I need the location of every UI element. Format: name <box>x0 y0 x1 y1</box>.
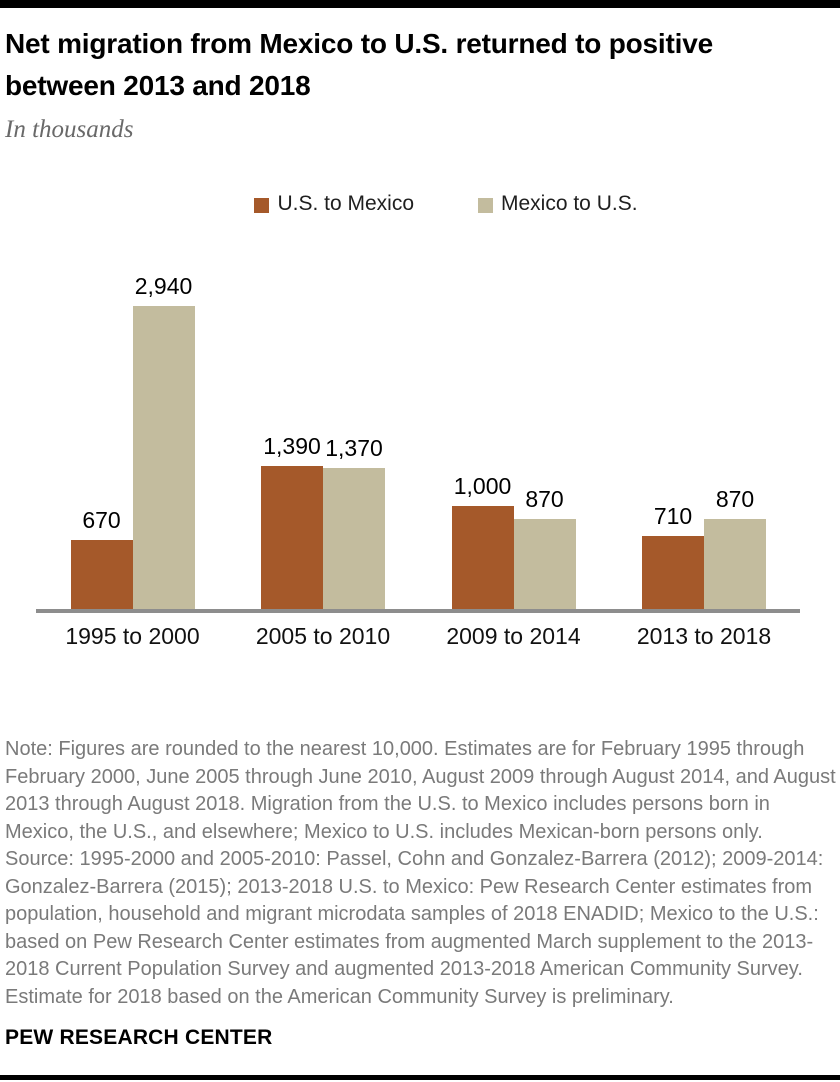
bar-mexico-to-us <box>323 468 385 609</box>
bottom-rule <box>0 1075 840 1080</box>
footer: Note: Figures are rounded to the nearest… <box>5 736 838 1050</box>
legend-label: Mexico to U.S. <box>501 192 638 215</box>
chart-subtitle: In thousands <box>5 116 134 143</box>
note-text: Note: Figures are rounded to the nearest… <box>5 738 836 843</box>
value-label: 870 <box>525 486 564 512</box>
category-label: 2013 to 2018 <box>636 623 772 649</box>
bar-us-to-mexico <box>70 540 133 609</box>
value-label: 710 <box>653 503 693 529</box>
legend-item-mexico-to-us: Mexico to U.S. <box>478 192 638 216</box>
bar-us-to-mexico <box>642 536 704 609</box>
bar-mexico-to-us <box>132 306 195 609</box>
value-label: 1,390 <box>263 433 321 459</box>
value-label: 670 <box>82 507 121 533</box>
bar-mexico-to-us <box>704 519 766 609</box>
legend-item-us-to-mexico: U.S. to Mexico <box>254 192 414 216</box>
bar-us-to-mexico <box>261 466 323 609</box>
category-label: 2005 to 2010 <box>255 623 391 649</box>
value-label: 1,000 <box>453 473 512 499</box>
category-label: 2009 to 2014 <box>446 623 581 649</box>
category-label: 1995 to 2000 <box>65 623 200 649</box>
chart-legend: U.S. to Mexico Mexico to U.S. <box>26 192 840 216</box>
bar-us-to-mexico <box>451 506 514 609</box>
bar-chart: 670 2,940 1995 to 2000 1,390 1,370 2005 to 20… <box>0 250 840 680</box>
value-label: 1,370 <box>325 435 383 461</box>
source-text: Source: 1995-2000 and 2005-2010: Passel,… <box>5 848 824 1008</box>
bar-mexico-to-us <box>513 519 576 609</box>
page-title: Net migration from Mexico to U.S. return… <box>5 28 713 101</box>
legend-swatch-icon <box>254 197 270 213</box>
pew-research-center-label: PEW RESEARCH CENTER <box>5 1026 273 1049</box>
value-label: 2,940 <box>134 273 193 299</box>
top-rule <box>0 0 840 8</box>
x-axis-line <box>36 609 800 613</box>
legend-label: U.S. to Mexico <box>277 192 414 215</box>
legend-swatch-icon <box>478 197 493 213</box>
value-label: 870 <box>715 486 755 512</box>
